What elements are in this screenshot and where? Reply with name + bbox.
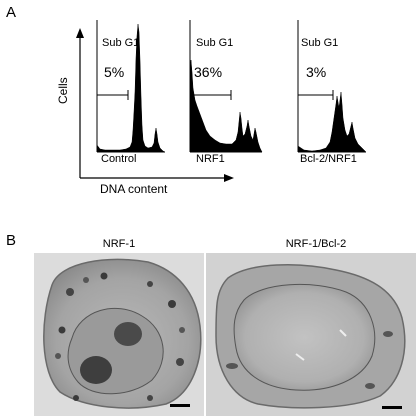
histogram-control [96, 20, 166, 153]
sample-label-control: Control [101, 153, 137, 165]
histogram-trace [96, 23, 166, 153]
scale-bar [170, 404, 190, 407]
scale-bar [382, 406, 402, 409]
y-axis-label: Cells [56, 77, 70, 104]
micrograph-title-nrf1: NRF-1 [102, 238, 136, 250]
sub-g1-label-nrf1: Sub G1 [196, 37, 234, 49]
x-axis-label: DNA content [100, 182, 168, 196]
y-axis-arrow [76, 28, 84, 38]
sub-g1-label-bcl2-nrf1: Sub G1 [301, 37, 339, 49]
histogram-nrf1 [189, 20, 263, 153]
panel-a-letter: A [6, 4, 17, 21]
sub-g1-label-control: Sub G1 [102, 37, 140, 49]
sample-label-bcl2-nrf1: Bcl-2/NRF1 [300, 153, 357, 165]
percent-bcl2-nrf1: 3% [306, 64, 327, 80]
histogram-bcl2-nrf1 [297, 20, 367, 153]
histogram-trace [297, 91, 367, 153]
micrograph-nrf1 [34, 253, 204, 416]
histogram-trace [189, 59, 263, 153]
percent-control: 5% [104, 64, 125, 80]
percent-nrf1: 36% [194, 64, 223, 80]
micrograph-title-nrf1-bcl2: NRF-1/Bcl-2 [285, 238, 347, 250]
micrograph-nrf1-bcl2 [206, 253, 416, 416]
x-axis-arrow [224, 174, 234, 182]
sample-label-nrf1: NRF1 [196, 153, 225, 165]
panel-b-letter: B [6, 232, 17, 249]
